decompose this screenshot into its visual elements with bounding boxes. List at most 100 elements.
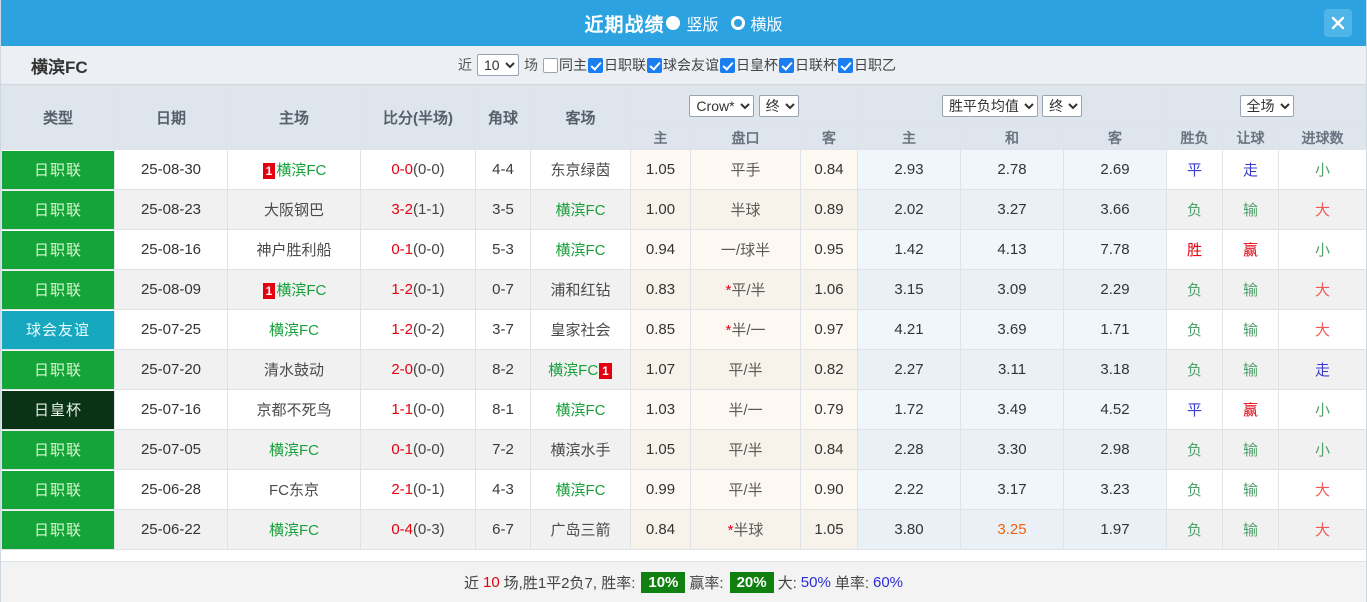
cell-home: FC东京: [227, 469, 361, 510]
handicap-line: 平/半: [728, 362, 763, 379]
odds-home: 3.15: [894, 281, 924, 298]
odds-home: 2.22: [894, 481, 924, 498]
table-row[interactable]: 日职联 25-07-20 清水鼓动 2-0(0-0) 8-2 横滨FC 1 1.07 平/半 0.…: [1, 349, 1366, 390]
cell-date: 25-08-09: [114, 269, 228, 310]
odds-draw: 3.30: [997, 441, 1027, 458]
close-button[interactable]: [1324, 9, 1352, 37]
odds-stage-select[interactable]: 终: [1042, 94, 1083, 117]
result-group-header: 全场: [1166, 85, 1366, 126]
table-row[interactable]: 日职联 25-06-22 横滨FC 0-4(0-3) 6-7 广岛三箭 0.84 *半球 1.0…: [1, 509, 1366, 550]
table-row[interactable]: 日职联 25-08-30 1 横滨FC 0-0(0-0) 4-4 东京绿茵 1.05 平手 0.8…: [1, 149, 1366, 190]
league-filter-0[interactable]: 日职联: [588, 55, 647, 75]
checkbox-icon[interactable]: [543, 57, 558, 73]
handicap-away-odds: 1.06: [814, 281, 844, 298]
handicap-line: 平/半: [728, 442, 763, 459]
cell-handicap-line: 平/半: [690, 349, 801, 390]
odds-away: 4.52: [1100, 401, 1130, 418]
handicap-group-header: Crow* 终: [629, 85, 859, 126]
odds-draw: 3.09: [997, 281, 1027, 298]
odds-away: 7.78: [1100, 241, 1130, 258]
cell-corner: 4-4: [475, 149, 531, 190]
handicap-line: 一/球半: [720, 242, 771, 259]
league-filter-4[interactable]: 日职乙: [838, 55, 897, 75]
radio-unselected-icon[interactable]: [730, 16, 745, 30]
cell-handicap-home: 0.85: [630, 309, 691, 350]
cell-score: 0-1(0-0): [360, 229, 476, 270]
cell-score: 1-1(0-0): [360, 389, 476, 430]
cell-corner: 0-7: [475, 269, 531, 310]
col-home: 主场: [227, 85, 361, 150]
odds-away: 2.69: [1100, 161, 1130, 178]
odds-company-select[interactable]: 胜平负均值: [941, 94, 1038, 117]
score-label: 0-0(0-0): [391, 161, 445, 178]
league-filter-3[interactable]: 日联杯: [779, 55, 838, 75]
cell-goals: 小: [1278, 149, 1366, 190]
result-scope-select[interactable]: 全场: [1239, 94, 1294, 117]
handicap-stage-select[interactable]: 终: [758, 94, 799, 117]
handicap-away-odds: 0.79: [814, 401, 844, 418]
cell-away: 浦和红钻: [530, 269, 631, 310]
table-body: 日职联 25-08-30 1 横滨FC 0-0(0-0) 4-4 东京绿茵 1.05 平手 0.8…: [1, 149, 1366, 550]
cell-corner: 8-1: [475, 389, 531, 430]
table-row[interactable]: 日职联 25-08-09 1 横滨FC 1-2(0-1) 0-7 浦和红钻 0.83 *平/半 1…: [1, 269, 1366, 310]
spread-label: 输: [1243, 322, 1259, 339]
same-home-filter[interactable]: 同主: [543, 55, 588, 75]
col-handicap-home: 主: [630, 125, 691, 150]
odds-draw: 3.27: [997, 201, 1027, 218]
cell-odds-home: 2.93: [857, 149, 962, 190]
handicap-away-odds: 0.97: [814, 321, 844, 338]
table-row[interactable]: 日皇杯 25-07-16 京都不死鸟 1-1(0-0) 8-1 横滨FC 1.03 半/一 0.…: [1, 389, 1366, 430]
cell-odds-draw: 3.30: [960, 429, 1065, 470]
handicap-company-select[interactable]: Crow*: [689, 94, 755, 117]
col-handicap-line: 盘口: [690, 125, 801, 150]
result-label: 负: [1187, 442, 1203, 459]
table-row[interactable]: 日职联 25-07-05 横滨FC 0-1(0-0) 7-2 横滨水手 1.05 平/半 0.8…: [1, 429, 1366, 470]
league-filter-2[interactable]: 日皇杯: [720, 55, 779, 75]
corner-label: 8-2: [492, 361, 514, 378]
league-filter-1-label: 球会友谊: [663, 57, 719, 73]
goals-label: 小: [1315, 402, 1331, 419]
checkbox-checked-icon[interactable]: [647, 57, 662, 73]
cell-home: 横滨FC: [227, 309, 361, 350]
cell-goals: 小: [1278, 429, 1366, 470]
spread-label: 走: [1243, 162, 1259, 179]
team-label: 横滨FC: [555, 482, 606, 499]
cell-home: 1 横滨FC: [227, 149, 361, 190]
cell-goals: 小: [1278, 229, 1366, 270]
cell-away: 东京绿茵: [530, 149, 631, 190]
checkbox-checked-icon[interactable]: [779, 57, 794, 73]
cell-handicap-home: 0.83: [630, 269, 691, 310]
result-label: 负: [1187, 482, 1203, 499]
league-filter-3-label: 日联杯: [795, 57, 837, 73]
view-mode-vertical[interactable]: 竖版: [666, 11, 719, 35]
cell-handicap-line: 平手: [690, 149, 801, 190]
star-marker: *: [725, 282, 732, 299]
team-label: 横滨FC: [269, 442, 319, 459]
table-row[interactable]: 日职联 25-08-23 大阪钢巴 3-2(1-1) 3-5 横滨FC 1.00 半球 0.89…: [1, 189, 1366, 230]
cell-spread: 输: [1222, 309, 1280, 350]
view-mode-horizontal[interactable]: 横版: [730, 11, 783, 35]
cell-result: 负: [1166, 269, 1224, 310]
cell-corner: 3-5: [475, 189, 531, 230]
radio-selected-icon[interactable]: [666, 16, 681, 30]
corner-label: 4-4: [492, 161, 514, 178]
league-badge: 日职联: [2, 270, 114, 309]
goals-label: 小: [1315, 442, 1331, 459]
table-row[interactable]: 日职联 25-08-16 神户胜利船 0-1(0-0) 5-3 横滨FC 0.94 一/球半 0…: [1, 229, 1366, 270]
table-row[interactable]: 球会友谊 25-07-25 横滨FC 1-2(0-2) 3-7 皇家社会 0.85 *半/一 0…: [1, 309, 1366, 350]
table-row[interactable]: 日职联 25-06-28 FC东京 2-1(0-1) 4-3 横滨FC 0.99 平/半 0.9…: [1, 469, 1366, 510]
handicap-away-odds: 0.95: [814, 241, 844, 258]
team-label: 横滨FC: [555, 242, 606, 259]
checkbox-checked-icon[interactable]: [588, 57, 603, 73]
col-odds-away: 客: [1063, 125, 1168, 150]
goal-tag: 1: [262, 283, 276, 300]
odds-away: 2.29: [1100, 281, 1130, 298]
score-label: 2-0(0-0): [391, 361, 445, 378]
recent-count-select[interactable]: 10: [477, 54, 519, 76]
goal-tag: 1: [599, 363, 612, 380]
checkbox-checked-icon[interactable]: [838, 57, 853, 73]
checkbox-checked-icon[interactable]: [720, 57, 735, 73]
league-filter-1[interactable]: 球会友谊: [647, 55, 720, 75]
filter-bar: 横滨FC 近 10 场 同主 日职联 球会友谊 日皇杯: [1, 46, 1366, 85]
goals-label: 小: [1315, 242, 1331, 259]
